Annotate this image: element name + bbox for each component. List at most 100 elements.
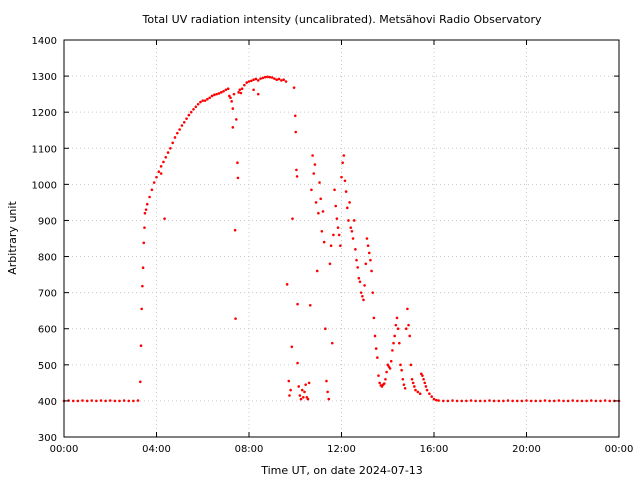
data-point xyxy=(548,399,551,403)
data-point xyxy=(252,88,255,92)
data-point xyxy=(369,258,372,262)
data-point xyxy=(203,99,207,102)
data-point xyxy=(418,392,422,395)
data-point xyxy=(311,154,314,157)
data-point xyxy=(232,92,236,96)
data-point xyxy=(395,316,399,320)
data-point xyxy=(404,327,408,331)
data-point xyxy=(409,363,413,367)
data-point xyxy=(141,266,145,270)
data-point xyxy=(474,399,477,403)
data-point xyxy=(342,154,346,157)
data-point xyxy=(282,78,285,81)
data-point xyxy=(394,323,398,327)
data-point xyxy=(155,175,158,179)
data-point xyxy=(231,126,235,129)
data-point xyxy=(349,226,353,229)
data-point xyxy=(298,394,302,397)
data-point xyxy=(414,388,417,392)
data-point xyxy=(341,161,344,165)
y-tick-label: 900 xyxy=(38,216,57,227)
y-tick-label: 1100 xyxy=(32,144,57,155)
data-point xyxy=(529,399,533,403)
data-point xyxy=(139,344,143,347)
data-point xyxy=(594,399,598,403)
data-point xyxy=(288,394,291,397)
data-point xyxy=(603,399,607,402)
data-point xyxy=(254,77,258,81)
data-point xyxy=(139,380,142,384)
data-point xyxy=(300,388,304,392)
data-point xyxy=(294,130,298,134)
data-point xyxy=(250,79,253,83)
data-point xyxy=(552,399,556,403)
data-point xyxy=(370,269,373,273)
data-point xyxy=(270,76,274,79)
data-point xyxy=(585,399,588,403)
data-point xyxy=(215,92,218,96)
data-point xyxy=(219,91,223,94)
data-point xyxy=(408,334,412,338)
data-point xyxy=(238,88,242,92)
data-point xyxy=(340,175,343,179)
data-point xyxy=(401,377,405,381)
data-point xyxy=(319,197,322,201)
x-ticks: 00:00 04:00 08:00 12:00 16:00 20:00 00:00 xyxy=(50,40,633,455)
data-point xyxy=(437,399,440,402)
data-point xyxy=(164,155,168,159)
data-point xyxy=(256,92,260,96)
data-point xyxy=(159,165,163,168)
data-point xyxy=(266,75,269,79)
data-point xyxy=(455,399,459,403)
data-point xyxy=(328,262,332,266)
data-point xyxy=(430,395,433,398)
data-point xyxy=(303,390,306,394)
data-point xyxy=(441,399,445,403)
data-point xyxy=(236,161,239,165)
data-point xyxy=(334,204,338,208)
data-point xyxy=(152,181,156,184)
data-point xyxy=(339,244,342,248)
data-point xyxy=(199,100,202,104)
data-point xyxy=(357,276,361,280)
data-point xyxy=(367,251,371,255)
data-point xyxy=(297,385,301,388)
data-point xyxy=(413,385,416,388)
data-point xyxy=(163,217,166,220)
data-point xyxy=(432,397,436,401)
data-point xyxy=(252,78,255,81)
data-point xyxy=(374,347,378,350)
data-point xyxy=(348,201,351,204)
x-tick-label: 16:00 xyxy=(420,444,449,455)
data-point xyxy=(256,79,260,82)
data-point xyxy=(356,266,359,269)
data-point xyxy=(497,399,501,403)
data-point xyxy=(85,399,89,403)
data-point xyxy=(347,219,350,222)
data-point xyxy=(534,399,538,403)
data-point xyxy=(240,87,244,91)
data-point xyxy=(118,399,121,403)
y-axis-label: Arbitrary unit xyxy=(6,201,19,275)
data-point xyxy=(159,172,163,175)
data-point xyxy=(285,283,289,286)
data-point xyxy=(304,383,307,386)
data-point xyxy=(296,361,299,365)
data-point xyxy=(293,114,297,118)
data-point xyxy=(299,397,303,401)
y-tick-label: 800 xyxy=(38,253,57,264)
data-point xyxy=(388,367,392,370)
data-point xyxy=(478,399,482,403)
data-point xyxy=(277,77,281,81)
data-point xyxy=(314,201,318,204)
data-point xyxy=(312,172,316,175)
data-point xyxy=(372,316,376,320)
data-point xyxy=(589,399,593,402)
data-point xyxy=(143,226,146,229)
y-tick-label: 700 xyxy=(38,289,57,300)
data-point xyxy=(308,303,312,307)
y-tick-label: 1000 xyxy=(32,180,57,191)
data-point xyxy=(335,217,339,220)
data-point xyxy=(332,233,335,237)
data-point xyxy=(192,107,195,111)
